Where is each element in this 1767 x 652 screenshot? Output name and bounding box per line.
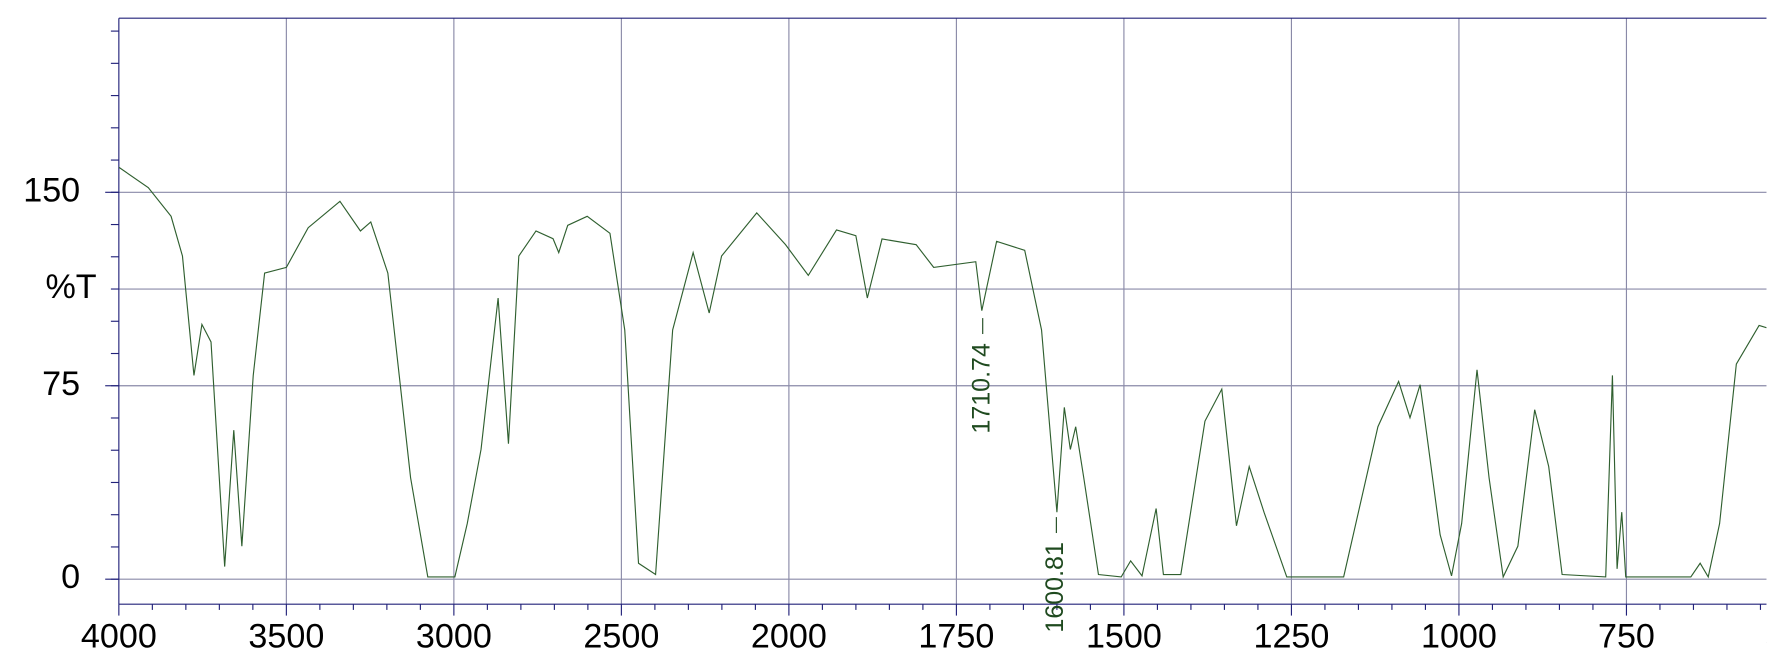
peak-label: 1710.74 <box>967 343 995 434</box>
y-tick-label: 150 <box>23 171 80 209</box>
y-tick-label: 75 <box>42 365 80 403</box>
x-tick-label: 500 <box>1765 617 1767 652</box>
x-tick-label: 4000 <box>81 617 157 652</box>
x-tick-label: 1250 <box>1253 617 1329 652</box>
x-tick-label: 3500 <box>248 617 324 652</box>
y-tick-label: 0 <box>61 558 80 596</box>
x-tick-label: 1500 <box>1086 617 1162 652</box>
x-tick-label: 750 <box>1598 617 1655 652</box>
x-tick-label: 2500 <box>583 617 659 652</box>
y-axis-label: %T <box>45 268 96 306</box>
x-tick-label: 1000 <box>1421 617 1497 652</box>
x-tick-label: 3000 <box>416 617 492 652</box>
spectrum-line <box>118 166 1767 579</box>
plot-area <box>118 166 1767 579</box>
x-tick-label: 2000 <box>751 617 827 652</box>
x-tick-label: 1750 <box>918 617 994 652</box>
peak-label: 1600.81 <box>1041 542 1069 632</box>
